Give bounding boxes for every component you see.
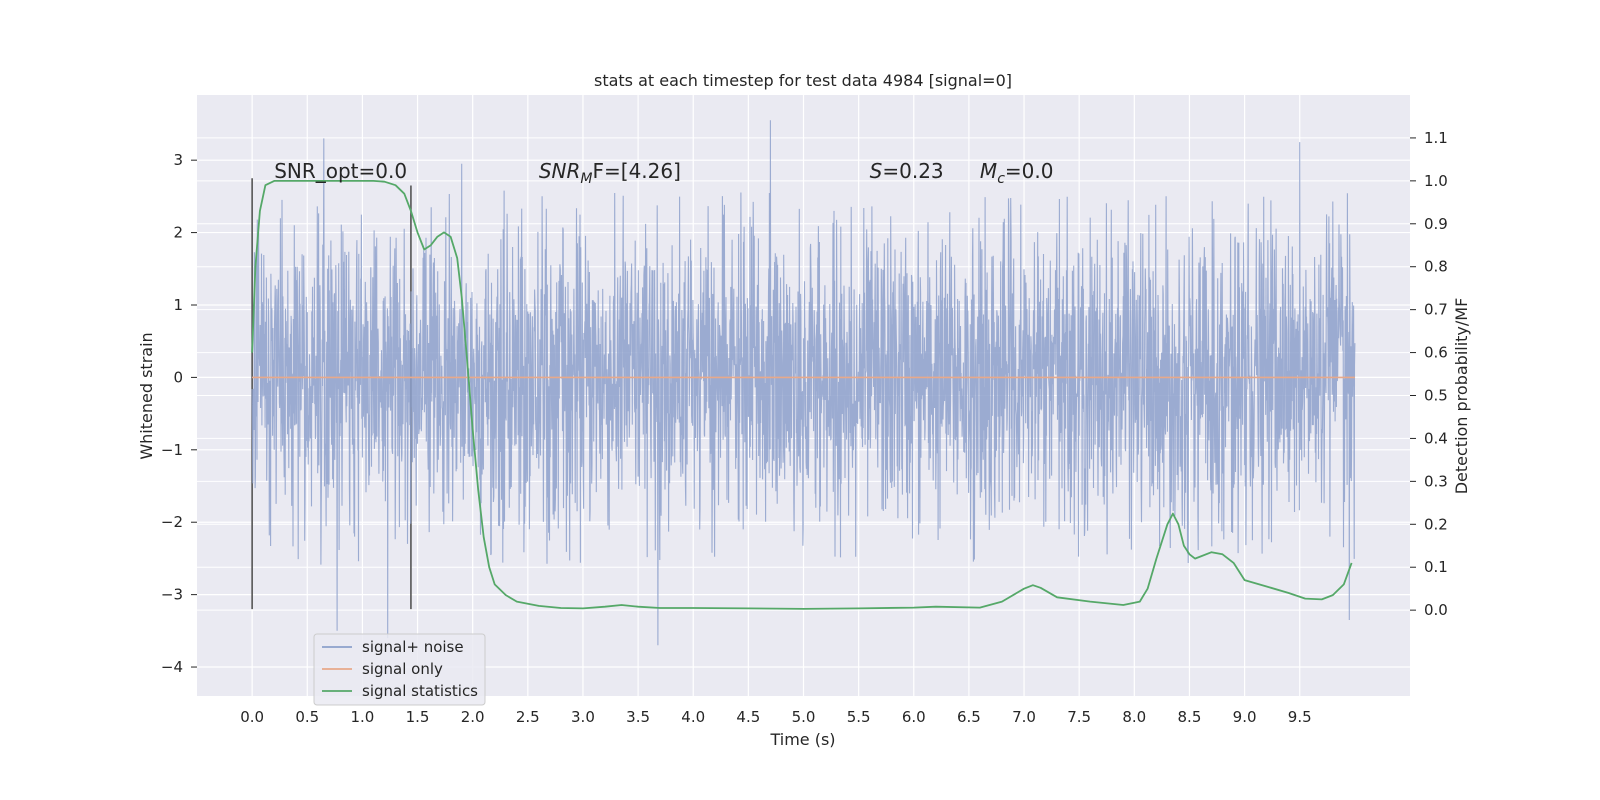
y2-tick-label: 1.1	[1424, 129, 1448, 147]
y-tick-label: −3	[161, 586, 183, 604]
x-axis-ticks: 0.0 0.5 1.0 1.5 2.0 2.5 3.0 3.5 4.0 4.5 5.0 5.5 6.0 6…	[240, 708, 1311, 726]
y2-tick-label: 0.5	[1424, 387, 1448, 405]
x-tick-label: 0.5	[295, 708, 319, 726]
x-tick-label: 4.0	[681, 708, 705, 726]
x-tick-label: 9.5	[1288, 708, 1312, 726]
x-tick-label: 8.5	[1178, 708, 1202, 726]
signal-plus-noise-line	[251, 120, 1356, 646]
y-tick-label: −4	[161, 658, 183, 676]
chart-title: stats at each timestep for test data 498…	[594, 71, 1012, 90]
y2-axis-label: Detection probability/MF	[1452, 298, 1471, 495]
annotation-snr_opt: SNR_opt=0.0	[274, 159, 407, 183]
series-signal-statistics	[251, 179, 1353, 610]
y-tick-label: −2	[161, 513, 183, 531]
legend-label-signal-plus-noise: signal+ noise	[362, 638, 464, 656]
x-tick-label: 7.0	[1012, 708, 1036, 726]
x-tick-label: 5.0	[792, 708, 816, 726]
x-axis-label: Time (s)	[769, 730, 835, 749]
y2-tick-label: 0.2	[1424, 515, 1448, 533]
x-tick-label: 5.5	[847, 708, 871, 726]
x-tick-label: 6.0	[902, 708, 926, 726]
legend-box	[313, 633, 486, 706]
legend-label-signal-only: signal only	[362, 660, 443, 678]
legend: signal+ noise signal only signal statist…	[313, 633, 486, 706]
annotations: SNR_opt=0.0 SNRMF=[4.26] S=0.23 Mc=0.0	[274, 159, 1053, 187]
y-axis-label: Whitened strain	[137, 332, 156, 459]
y2-axis-ticks: 1.1 1.0 0.9 0.8 0.7 0.6 0.5 0.4 0.3 0.2 0.1 0.0	[1410, 129, 1448, 619]
y-tick-label: 1	[173, 296, 183, 314]
y-axis-ticks: 3 2 1 0 −1 −2 −3 −4	[161, 151, 197, 676]
legend-label-signal-statistics: signal statistics	[362, 682, 478, 700]
y2-tick-label: 0.3	[1424, 472, 1448, 490]
y-tick-label: 3	[173, 151, 183, 169]
y-tick-label: 2	[173, 224, 183, 242]
x-tick-label: 2.0	[461, 708, 485, 726]
x-tick-label: 6.5	[957, 708, 981, 726]
y2-tick-label: 0.6	[1424, 344, 1448, 362]
x-tick-label: 8.0	[1122, 708, 1146, 726]
signal-statistics-line	[251, 179, 1353, 610]
annotation-s: S=0.23	[870, 159, 944, 183]
x-tick-label: 1.0	[350, 708, 374, 726]
y2-tick-label: 1.0	[1424, 172, 1448, 190]
x-tick-label: 1.5	[406, 708, 430, 726]
y2-tick-label: 0.4	[1424, 429, 1448, 447]
x-tick-label: 0.0	[240, 708, 264, 726]
y2-tick-label: 0.9	[1424, 215, 1448, 233]
x-tick-label: 4.5	[736, 708, 760, 726]
x-tick-label: 9.0	[1233, 708, 1257, 726]
y-tick-label: 0	[173, 368, 183, 386]
x-tick-label: 7.5	[1067, 708, 1091, 726]
y2-tick-label: 0.7	[1424, 301, 1448, 319]
y2-tick-label: 0.1	[1424, 558, 1448, 576]
x-tick-label: 3.5	[626, 708, 650, 726]
y2-tick-label: 0.8	[1424, 258, 1448, 276]
annotation-mc: Mc=0.0	[980, 159, 1054, 187]
annotation-snr_mf: SNRMF=[4.26]	[539, 159, 681, 187]
y2-tick-label: 0.0	[1424, 601, 1448, 619]
series-signal-plus-noise	[251, 120, 1356, 646]
x-tick-label: 2.5	[516, 708, 540, 726]
x-tick-label: 3.0	[571, 708, 595, 726]
y-tick-label: −1	[161, 441, 183, 459]
